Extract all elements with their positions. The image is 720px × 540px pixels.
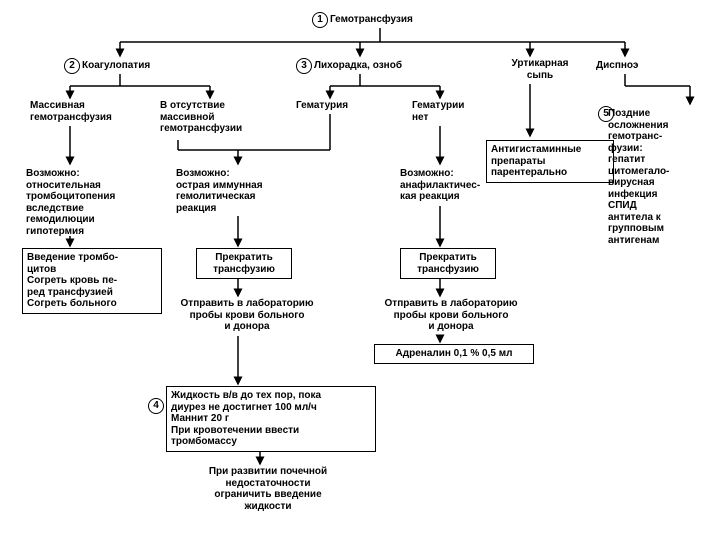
circle-c4: 4 xyxy=(148,398,164,414)
node-acute: Возможно:острая иммуннаягемолитическаяре… xyxy=(176,168,296,214)
circle-c2: 2 xyxy=(64,58,80,74)
node-dysp: Диспноэ xyxy=(596,60,666,72)
node-late: Поздниеосложнениягемотранс-фузии:гепатит… xyxy=(608,108,704,246)
node-hematN: Гематуриинет xyxy=(412,100,482,123)
node-fluid: Жидкость в/в до тех пор, покадиурез не д… xyxy=(166,386,376,452)
node-nomass: В отсутствиемассивнойгемотрансфузии xyxy=(160,100,270,135)
flowchart-canvas: 12345ГемотрансфузияКоагулопатияЛихорадка… xyxy=(0,0,720,540)
node-lab2: Отправить в лабораториюпробы крови больн… xyxy=(366,298,536,333)
node-fever: Лихорадка, озноб xyxy=(314,60,444,72)
node-lab1: Отправить в лабораториюпробы крови больн… xyxy=(162,298,332,333)
node-hematY: Гематурия xyxy=(296,100,376,112)
node-massive: Массивнаягемотрансфузия xyxy=(30,100,140,123)
node-intro: Введение тромбо-цитовСогреть кровь пе-ре… xyxy=(22,248,162,314)
node-renal: При развитии почечнойнедостаточностиогра… xyxy=(178,466,358,512)
node-stop1: Прекратитьтрансфузию xyxy=(196,248,292,279)
node-coag: Коагулопатия xyxy=(82,60,192,72)
node-adren: Адреналин 0,1 % 0,5 мл xyxy=(374,344,534,364)
node-root: Гемотрансфузия xyxy=(330,14,450,26)
node-rel: Возможно:относительнаятромбоцитопениявсл… xyxy=(26,168,146,237)
node-stop2: Прекратитьтрансфузию xyxy=(400,248,496,279)
node-urt: Уртикарнаясыпь xyxy=(500,58,580,81)
circle-c1: 1 xyxy=(312,12,328,28)
node-anaph: Возможно:анафилактичес-кая реакция xyxy=(400,168,510,203)
circle-c3: 3 xyxy=(296,58,312,74)
